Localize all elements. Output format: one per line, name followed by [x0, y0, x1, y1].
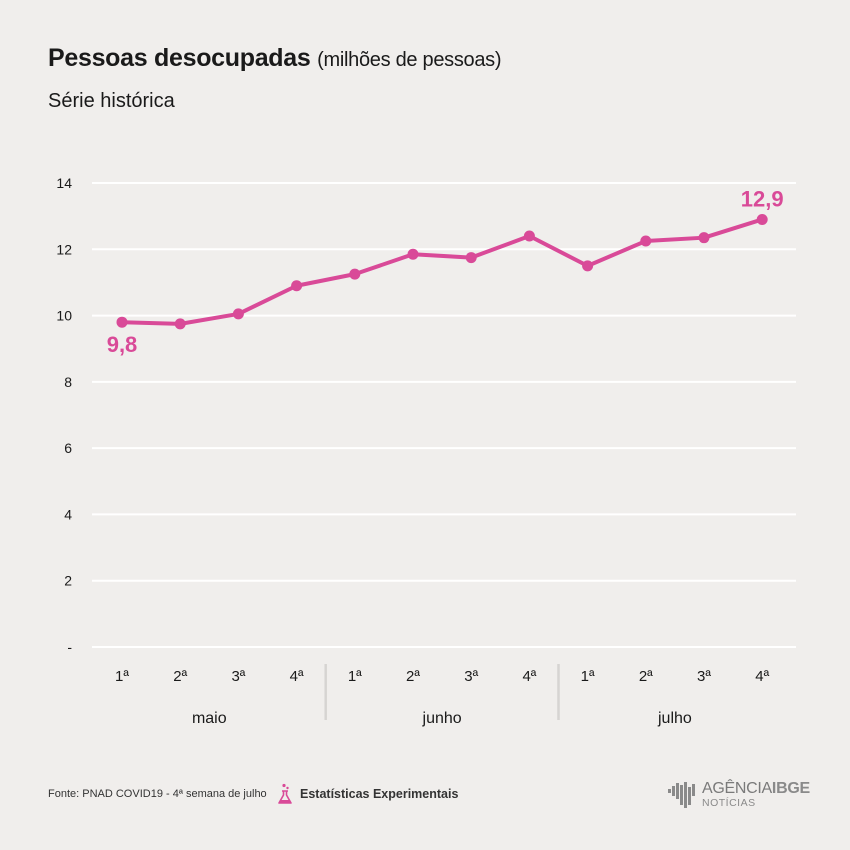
- ibge-bars-icon: [668, 782, 695, 808]
- data-point: [232, 308, 244, 320]
- data-point: [698, 232, 710, 244]
- data-label: 9,8: [107, 332, 138, 357]
- x-tick-label: 1ª: [115, 668, 129, 685]
- data-point: [407, 248, 419, 260]
- group-label: julho: [657, 710, 692, 727]
- y-tick-label: 4: [64, 506, 72, 522]
- x-tick-label: 2ª: [406, 668, 420, 685]
- y-tick-label: 12: [56, 241, 72, 257]
- y-tick-label: 10: [56, 308, 72, 324]
- x-tick-label: 4ª: [755, 668, 769, 685]
- x-tick-label: 1ª: [581, 668, 595, 685]
- chart-title-unit: (milhões de pessoas): [317, 49, 502, 71]
- x-tick-label: 3ª: [697, 668, 711, 685]
- series-line: [120, 217, 765, 326]
- x-tick-label: 3ª: [231, 668, 245, 685]
- y-tick-label: 14: [56, 175, 72, 191]
- logo-name: AGÊNCIAIBGE: [702, 780, 810, 797]
- x-tick-label: 4ª: [522, 668, 536, 685]
- chart-title: Pessoas desocupadas: [48, 44, 311, 72]
- flask-icon: [278, 783, 292, 804]
- data-point: [582, 260, 594, 272]
- y-tick-label: 2: [64, 573, 72, 589]
- experimental-badge: Estatísticas Experimentais: [276, 783, 458, 805]
- x-tick-label: 2ª: [639, 668, 653, 685]
- x-tick-label: 4ª: [290, 668, 304, 685]
- data-label: 12,9: [741, 186, 784, 211]
- x-tick-label: 2ª: [173, 668, 187, 685]
- chart-subtitle: Série histórica: [48, 90, 175, 112]
- experimental-label: Estatísticas Experimentais: [300, 787, 459, 801]
- data-point: [174, 318, 186, 330]
- data-point: [640, 235, 652, 247]
- data-point: [756, 213, 768, 225]
- agencia-ibge-logo: AGÊNCIAIBGE NOTÍCIAS: [668, 781, 810, 809]
- y-tick-label: 6: [64, 440, 72, 456]
- x-tick-label: 1ª: [348, 668, 362, 685]
- x-tick-label: 3ª: [464, 668, 478, 685]
- chart-title-row: Pessoas desocupadas (milhões de pessoas): [48, 44, 502, 73]
- source-note: Fonte: PNAD COVID19 - 4ª semana de julho: [48, 788, 267, 800]
- group-label: junho: [422, 710, 462, 727]
- data-point: [349, 268, 361, 280]
- data-point: [116, 316, 128, 328]
- logo-subtitle: NOTÍCIAS: [702, 797, 756, 809]
- y-tick-label: -: [67, 639, 72, 655]
- y-tick-label: 8: [64, 374, 72, 390]
- data-point: [291, 280, 303, 292]
- data-point: [523, 230, 535, 242]
- group-label: maio: [192, 710, 227, 727]
- data-point: [465, 252, 477, 264]
